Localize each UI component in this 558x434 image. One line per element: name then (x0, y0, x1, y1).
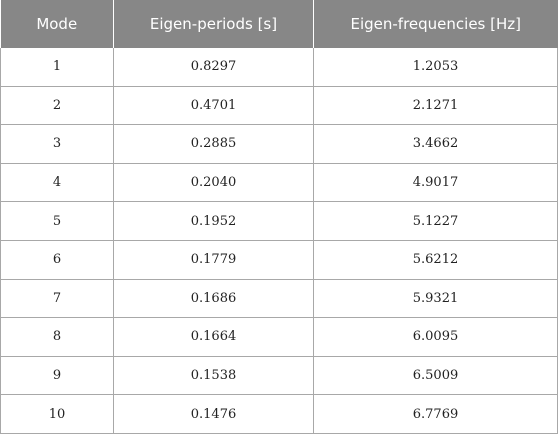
cell-eigen-frequency: 5.6212 (313, 240, 558, 280)
cell-mode: 7 (0, 279, 114, 319)
cell-eigen-period: 0.1952 (113, 201, 314, 241)
cell-eigen-period: 0.1476 (113, 394, 314, 434)
cell-mode: 3 (0, 124, 114, 164)
cell-eigen-period: 0.1686 (113, 279, 314, 319)
table-row: 8 0.1664 6.0095 (0, 317, 558, 357)
cell-mode: 8 (0, 317, 114, 357)
table-header: Mode Eigen-periods [s] Eigen-frequencies… (0, 0, 558, 48)
table-row: 6 0.1779 5.6212 (0, 240, 558, 280)
cell-eigen-frequency: 5.9321 (313, 279, 558, 319)
cell-eigen-period: 0.1538 (113, 356, 314, 396)
cell-mode: 9 (0, 356, 114, 396)
cell-eigen-frequency: 3.4662 (313, 124, 558, 164)
cell-eigen-frequency: 4.9017 (313, 163, 558, 203)
table-row: 1 0.8297 1.2053 (0, 48, 558, 87)
cell-eigen-frequency: 5.1227 (313, 201, 558, 241)
table-row: 7 0.1686 5.9321 (0, 279, 558, 319)
cell-eigen-period: 0.1664 (113, 317, 314, 357)
header-eigen-frequencies: Eigen-frequencies [Hz] (313, 0, 558, 48)
table-row: 9 0.1538 6.5009 (0, 356, 558, 396)
cell-mode: 6 (0, 240, 114, 280)
table-row: 2 0.4701 2.1271 (0, 86, 558, 126)
cell-eigen-period: 0.2885 (113, 124, 314, 164)
cell-eigen-period: 0.1779 (113, 240, 314, 280)
table-row: 3 0.2885 3.4662 (0, 124, 558, 164)
cell-eigen-frequency: 2.1271 (313, 86, 558, 126)
cell-eigen-period: 0.4701 (113, 86, 314, 126)
cell-mode: 1 (0, 48, 114, 87)
cell-mode: 10 (0, 394, 114, 434)
cell-mode: 5 (0, 201, 114, 241)
cell-eigen-frequency: 6.0095 (313, 317, 558, 357)
table-body: 1 0.8297 1.2053 2 0.4701 2.1271 3 0.2885… (0, 48, 558, 434)
cell-eigen-period: 0.8297 (113, 48, 314, 87)
cell-eigen-period: 0.2040 (113, 163, 314, 203)
table-row: 5 0.1952 5.1227 (0, 201, 558, 241)
cell-eigen-frequency: 1.2053 (313, 48, 558, 87)
cell-mode: 4 (0, 163, 114, 203)
header-eigen-periods: Eigen-periods [s] (113, 0, 314, 48)
cell-eigen-frequency: 6.5009 (313, 356, 558, 396)
header-mode: Mode (0, 0, 114, 48)
table-row: 4 0.2040 4.9017 (0, 163, 558, 203)
cell-eigen-frequency: 6.7769 (313, 394, 558, 434)
table-row: 10 0.1476 6.7769 (0, 394, 558, 434)
cell-mode: 2 (0, 86, 114, 126)
header-row: Mode Eigen-periods [s] Eigen-frequencies… (0, 0, 558, 48)
